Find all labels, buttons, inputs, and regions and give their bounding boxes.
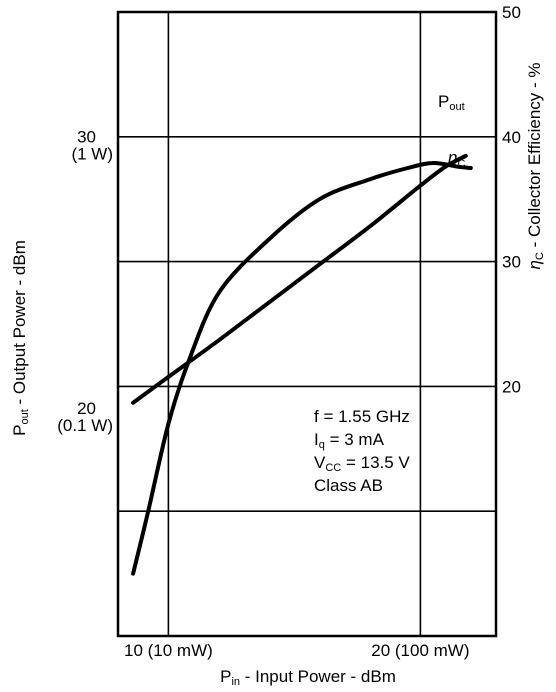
y-right-tick-label-3: 50 <box>502 3 521 22</box>
x-tick-label-0: 10 (10 mW) <box>124 641 213 660</box>
annotation-vcc: VCC = 13.5 V <box>314 453 410 474</box>
y-left-axis-title: Pout - Output Power - dBm <box>10 240 31 436</box>
y-right-tick-label-2: 40 <box>502 128 521 147</box>
tick-labels: 10 (10 mW) 20 (100 mW)20(0.1 W)30(1 W)203… <box>57 3 521 660</box>
y-left-tick-label-0: 20 <box>77 399 96 418</box>
plot-frame <box>116 10 498 638</box>
series-line-eta <box>131 160 473 576</box>
y-left-tick-label-1: 30 <box>77 128 96 147</box>
y-right-tick-label-0: 20 <box>502 377 521 396</box>
y-right-axis-title: ηC - Collector Efficiency - % <box>525 63 546 270</box>
series-line-pout <box>131 153 468 405</box>
annotation-iq: Iq = 3 mA <box>314 430 385 451</box>
x-tick-label-1: 20 (100 mW) <box>371 641 469 660</box>
test-conditions: f = 1.55 GHz Iq = 3 mA VCC = 13.5 V Clas… <box>314 407 410 495</box>
annotation-frequency: f = 1.55 GHz <box>314 407 410 426</box>
series-layer <box>131 153 473 576</box>
y-right-tick-label-1: 30 <box>502 253 521 272</box>
y-left-tick-sublabel-0: (0.1 W) <box>57 416 113 435</box>
series-label-eta: ηC <box>448 148 465 170</box>
annotation-class: Class AB <box>314 476 383 495</box>
series-label-pout: Pout <box>438 92 465 113</box>
y-left-tick-sublabel-1: (1 W) <box>71 145 113 164</box>
x-axis-title: Pin - Input Power - dBm <box>220 667 396 688</box>
